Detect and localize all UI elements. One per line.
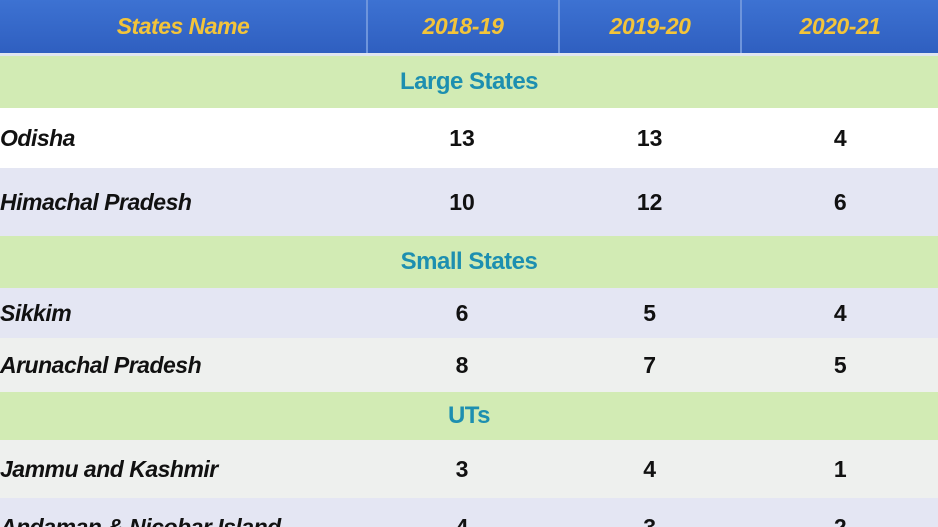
row-value-2018-19: 10: [449, 188, 475, 215]
row-value-2018-19: 3: [455, 455, 469, 482]
row-value-2020-21: 4: [833, 124, 847, 151]
table-row: Arunachal Pradesh 8 7 5: [0, 338, 938, 392]
table-row: Himachal Pradesh 10 12 6: [0, 168, 938, 236]
row-state-name: Andaman & Nicobar Island: [0, 514, 281, 527]
row-value-2020-21: 6: [833, 188, 847, 215]
row-value-2018-19: 4: [455, 514, 469, 527]
row-value-2019-20: 3: [643, 514, 657, 527]
row-value-2018-19: 8: [455, 351, 469, 378]
header-2018-19: 2018-19: [368, 0, 560, 53]
row-value-2018-19: 6: [455, 299, 469, 326]
row-value-2020-21: 1: [833, 455, 847, 482]
table-row: Andaman & Nicobar Island 4 3 2: [0, 498, 938, 527]
header-2019-20: 2019-20: [560, 0, 742, 53]
row-value-2018-19: 13: [449, 124, 475, 151]
table-row: Jammu and Kashmir 3 4 1: [0, 440, 938, 498]
row-value-2020-21: 4: [833, 299, 847, 326]
row-value-2019-20: 5: [643, 299, 657, 326]
row-value-2020-21: 5: [833, 351, 847, 378]
header-2020-21: 2020-21: [799, 13, 881, 39]
row-state-name: Jammu and Kashmir: [0, 455, 218, 482]
table-header: States Name 2018-19 2019-20 2020-21: [0, 0, 938, 56]
row-value-2019-20: 12: [636, 188, 663, 215]
group-uts: UTs: [0, 392, 938, 440]
table-row: Odisha 13 13 4: [0, 108, 938, 168]
table-row: Sikkim 6 5 4: [0, 288, 938, 338]
row-value-2019-20: 13: [636, 124, 663, 151]
row-state-name: Arunachal Pradesh: [0, 351, 202, 378]
row-state-name: Odisha: [0, 124, 75, 151]
row-value-2020-21: 2: [833, 514, 847, 527]
row-value-2019-20: 7: [643, 351, 657, 378]
row-value-2019-20: 4: [643, 455, 657, 482]
group-small-states: Small States: [0, 236, 938, 288]
header-states-name: States Name: [0, 0, 368, 53]
row-state-name: Sikkim: [0, 299, 72, 326]
group-large-states: Large States: [0, 56, 938, 108]
row-state-name: Himachal Pradesh: [0, 188, 192, 215]
